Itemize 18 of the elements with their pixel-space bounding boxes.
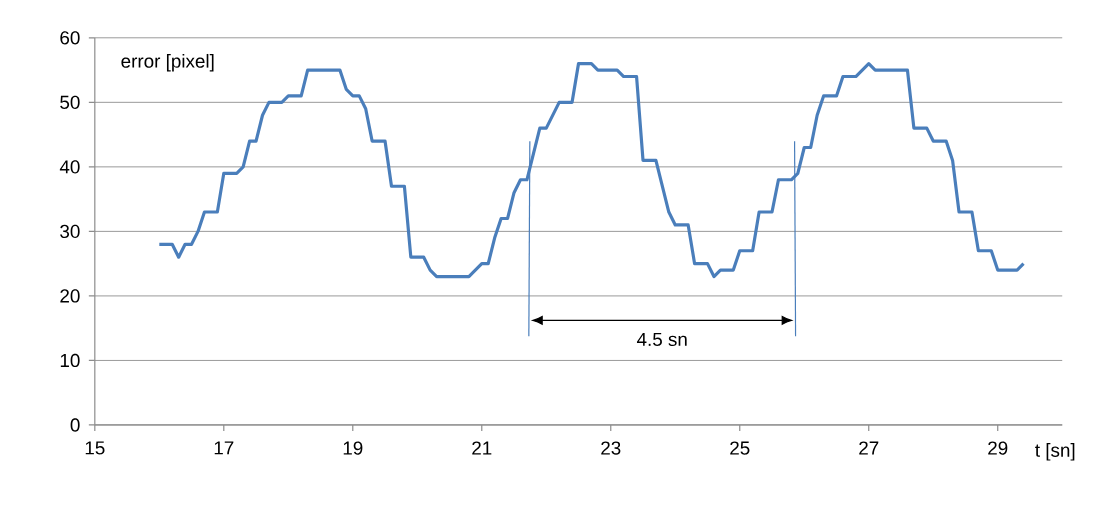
y-tick-label: 30	[60, 224, 80, 239]
x-tick-label: 29	[988, 441, 1008, 455]
y-axis-title: error [pixel]	[121, 54, 214, 72]
y-tick-label: 60	[60, 31, 80, 45]
x-tick-label: 17	[214, 441, 234, 455]
y-tick-label: 10	[60, 353, 80, 368]
x-tick-label: 23	[601, 441, 621, 455]
y-tick-label: 40	[59, 160, 80, 174]
y-tick-label: 50	[60, 95, 80, 110]
x-axis-title: t [sn]	[1035, 443, 1075, 461]
x-tick-label: 15	[85, 441, 105, 455]
x-tick-label: 19	[343, 441, 363, 455]
annotation: 4.5 sn	[636, 333, 687, 347]
y-tick-label: 20	[60, 289, 80, 303]
x-tick-label: 21	[472, 441, 492, 455]
x-tick-label: 25	[730, 441, 750, 455]
y-tick-label: 0	[70, 418, 80, 432]
x-tick-label: 27	[859, 441, 879, 455]
